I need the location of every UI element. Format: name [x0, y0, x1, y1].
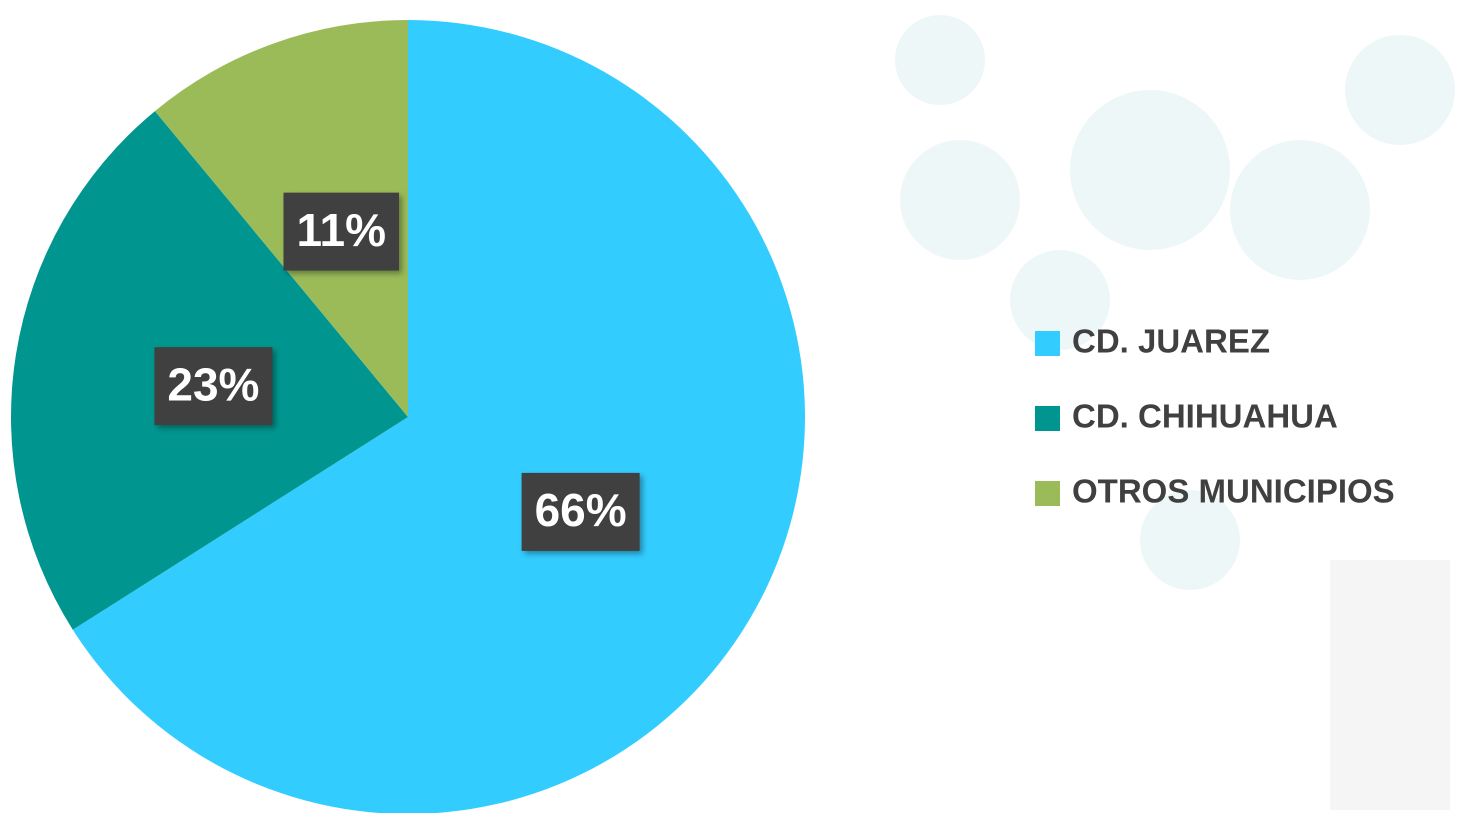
pie [11, 20, 805, 813]
data-label: 66% [522, 473, 640, 551]
data-label: 11% [284, 193, 400, 271]
legend-swatch [1035, 331, 1060, 356]
legend-swatch [1035, 481, 1060, 506]
legend-label: CD. CHIHUAHUA [1072, 398, 1338, 435]
legend: CD. JUAREZ CD. CHIHUAHUA OTROS MUNICIPIOS [1035, 323, 1395, 510]
page: {"chart_data": {"type": "pie", "categori… [0, 0, 1463, 813]
chart: 66% 23% 11% CD. JUAREZ CD. CHIHUAHUA OTROS M… [0, 0, 1463, 813]
data-label-text: 66% [535, 484, 627, 536]
legend-label: CD. JUAREZ [1072, 323, 1270, 360]
legend-label: OTROS MUNICIPIOS [1072, 473, 1395, 510]
legend-swatch [1035, 406, 1060, 431]
data-label-text: 11% [297, 204, 387, 256]
data-label-text: 23% [167, 358, 259, 410]
data-label: 23% [154, 347, 272, 425]
